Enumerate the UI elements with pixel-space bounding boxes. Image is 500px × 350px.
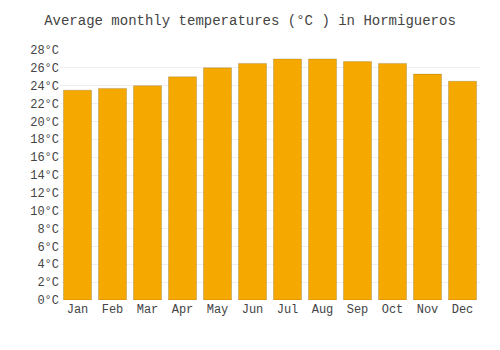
svg-text:0°C: 0°C	[37, 294, 59, 308]
svg-text:May: May	[207, 303, 229, 317]
svg-text:Aug: Aug	[312, 303, 334, 317]
svg-text:Dec: Dec	[452, 303, 474, 317]
svg-text:Oct: Oct	[382, 303, 404, 317]
svg-text:Feb: Feb	[102, 303, 124, 317]
svg-text:8°C: 8°C	[37, 223, 59, 237]
svg-text:Average monthly temperatures (: Average monthly temperatures (°C ) in Ho…	[44, 13, 456, 29]
svg-text:18°C: 18°C	[30, 133, 59, 147]
svg-text:Sep: Sep	[347, 303, 369, 317]
svg-text:2°C: 2°C	[37, 276, 59, 290]
svg-text:20°C: 20°C	[30, 116, 59, 130]
svg-text:26°C: 26°C	[30, 62, 59, 76]
svg-text:Jan: Jan	[67, 303, 89, 317]
svg-text:28°C: 28°C	[30, 44, 59, 58]
svg-text:Nov: Nov	[417, 303, 439, 317]
svg-text:Mar: Mar	[137, 303, 159, 317]
svg-text:22°C: 22°C	[30, 98, 59, 112]
svg-text:Jun: Jun	[242, 303, 264, 317]
svg-text:Jul: Jul	[277, 303, 299, 317]
svg-text:4°C: 4°C	[37, 258, 59, 272]
svg-text:16°C: 16°C	[30, 151, 59, 165]
svg-text:14°C: 14°C	[30, 169, 59, 183]
svg-text:24°C: 24°C	[30, 80, 59, 94]
svg-text:10°C: 10°C	[30, 205, 59, 219]
svg-text:12°C: 12°C	[30, 187, 59, 201]
svg-text:Apr: Apr	[172, 303, 194, 317]
svg-text:6°C: 6°C	[37, 241, 59, 255]
